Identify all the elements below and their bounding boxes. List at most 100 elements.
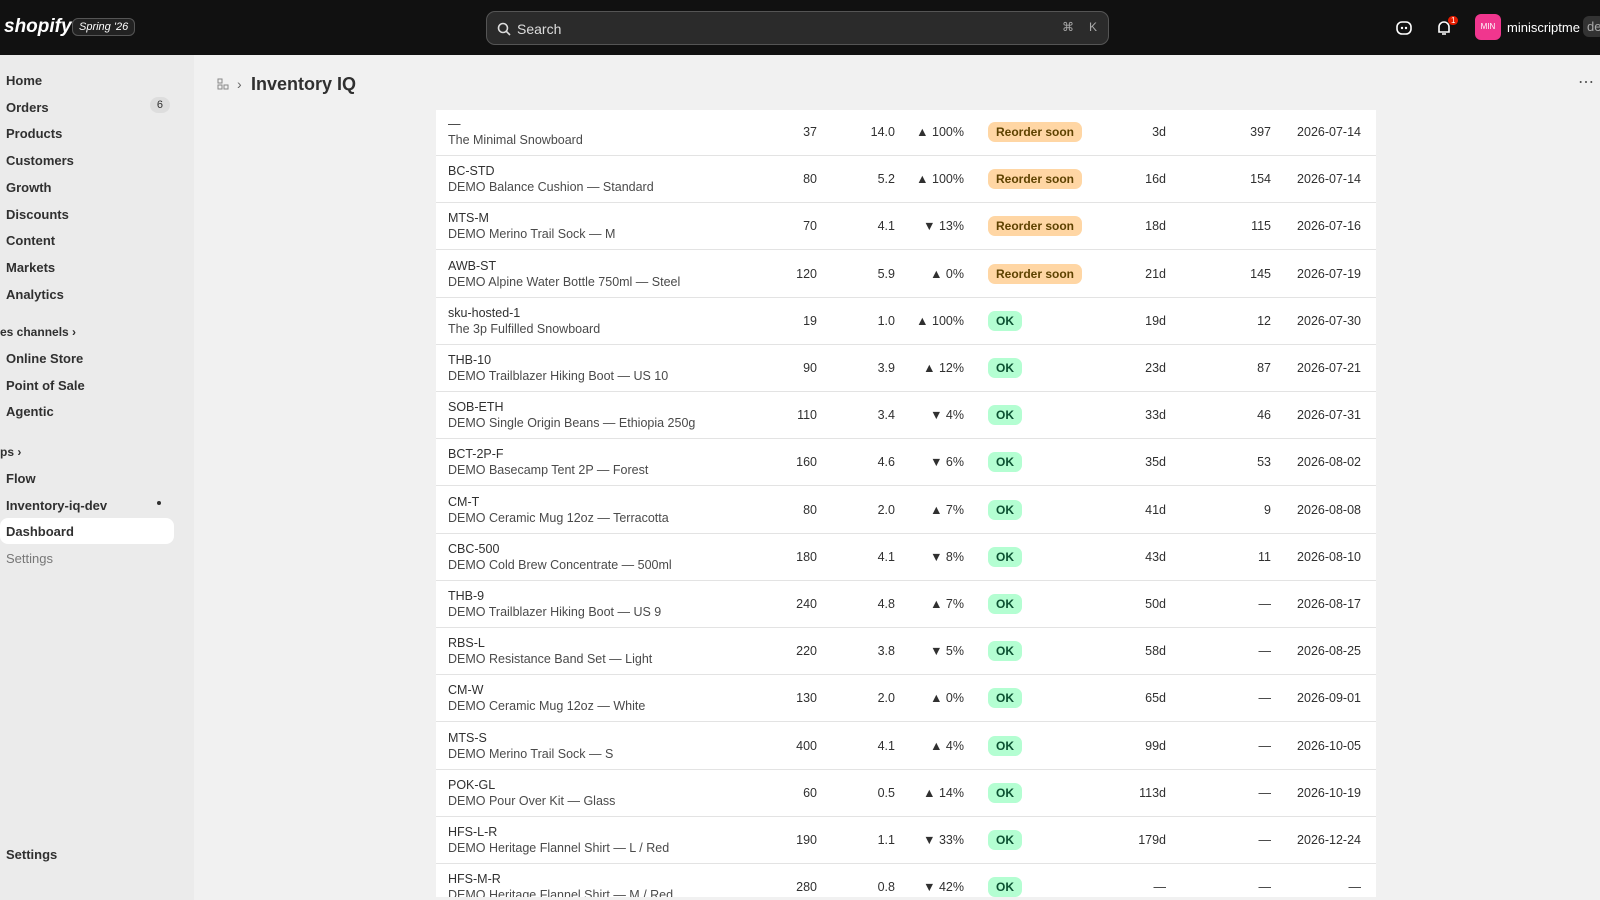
nav-label: Discounts [6,206,69,222]
days-cover: 35d [1145,455,1166,470]
table-row[interactable]: SOB-ETH DEMO Single Origin Beans — Ethiop… [436,392,1376,440]
nav-item[interactable]: Discounts [0,201,174,227]
days-cover: 18d [1145,219,1166,234]
brand[interactable]: shopify [4,16,72,37]
reorder-date: 2026-08-17 [1297,597,1361,611]
sku: MTS-M [448,211,489,226]
velocity: 5.2 [877,172,895,187]
sidekick-icon[interactable] [1395,19,1413,37]
section-title[interactable]: ps › [0,445,22,460]
velocity: 0.8 [877,880,895,895]
table-row[interactable]: sku-hosted-1 The 3p Fulfilled Snowboard 19… [436,298,1376,345]
store-chip[interactable]: de [1583,16,1600,37]
table-row[interactable]: HFS-L-R DEMO Heritage Flannel Shirt — L /… [436,817,1376,864]
nav-item[interactable]: Home [0,67,174,93]
app-icon [217,78,229,90]
search-icon [497,22,511,36]
table-row[interactable]: HFS-M-R DEMO Heritage Flannel Shirt — M /… [436,864,1376,897]
status-badge: Reorder soon [988,122,1083,142]
velocity: 4.1 [877,219,895,234]
velocity: 1.1 [877,833,895,847]
table-row[interactable]: THB-10 DEMO Trailblazer Hiking Boot — US … [436,345,1376,392]
velocity: 3.8 [877,644,895,659]
days-cover: 65d [1145,691,1166,706]
velocity: 4.6 [877,455,895,470]
nav-item[interactable]: Analytics [0,281,174,307]
nav-item[interactable]: Content [0,227,174,253]
nav-item[interactable]: Point of Sale [0,372,174,398]
status-badge: OK [988,830,1022,850]
on-hand: 160 [796,455,817,470]
table-row[interactable]: CM-W DEMO Ceramic Mug 12oz — White 130 2.0 ▲… [436,675,1376,723]
trend: ▼ 8% [930,549,964,564]
section-title[interactable]: es channels › [0,325,77,340]
nav-item[interactable]: Settings [0,545,174,571]
product-name: DEMO Trailblazer Hiking Boot — US 9 [448,605,662,619]
nav-label: Markets [6,259,56,275]
shortcut-key: K [1089,20,1098,34]
days-cover: 21d [1145,266,1166,281]
reorder-date: 2026-07-21 [1297,361,1361,375]
table-row[interactable]: POK-GL DEMO Pour Over Kit — Glass 60 0.5 ▲ 1… [436,770,1376,817]
table-row[interactable]: CBC-500 DEMO Cold Brew Concentrate — 500m… [436,534,1376,581]
nav-item[interactable]: Flow [0,465,174,491]
nav-label: Dashboard [6,524,74,540]
nav-item[interactable]: Settings [6,847,58,862]
nav-item[interactable]: Customers [0,147,174,173]
table-row[interactable]: MTS-S DEMO Merino Trail Sock — S 400 4.1 ▲ 4… [436,723,1376,770]
more-menu[interactable]: ⋯ [1578,74,1594,91]
reorder-qty: — [1258,597,1272,611]
table-row[interactable]: BC-STD DEMO Balance Cushion — Standard 80 5… [436,156,1376,204]
reorder-date: 2026-08-10 [1297,549,1361,564]
trend: ▲ 0% [930,691,964,706]
product-name: DEMO Merino Trail Sock — S [448,746,614,761]
sidebar: Home Orders 6 Products Customers Growth Discou… [0,55,194,900]
on-hand: 80 [803,502,817,517]
search-bar[interactable]: Search ⌘ K [486,11,1109,45]
product-name: DEMO Heritage Flannel Shirt — M / Red [448,888,674,897]
table-row[interactable]: — The Minimal Snowboard 37 14.0 ▲ 100% 3d 397 2… [436,110,1376,156]
nav-item[interactable]: Products [0,120,174,146]
reorder-date: 2026-08-02 [1297,455,1361,470]
on-hand: 19 [803,313,817,328]
days-cover: 43d [1145,549,1166,564]
nav-item[interactable]: Online Store [0,345,174,371]
trend: ▼ 33% [923,833,964,847]
table-row[interactable]: RBS-L DEMO Resistance Band Set — Light 220… [436,628,1376,676]
table-row[interactable]: THB-9 DEMO Trailblazer Hiking Boot — US 9… [436,581,1376,628]
nav-item[interactable]: Growth [0,174,174,200]
nav-item[interactable]: Markets [0,254,174,280]
sku: CBC-500 [448,541,500,556]
table-row[interactable]: AWB-ST DEMO Alpine Water Bottle 750ml — S… [436,251,1376,298]
nav-item[interactable]: Inventory-iq-dev [0,492,174,518]
on-hand: 37 [803,125,817,139]
nav-item[interactable]: Dashboard [0,518,174,545]
days-cover: 16d [1145,172,1166,187]
reorder-qty: 154 [1250,172,1271,187]
reorder-qty: — [1258,833,1272,847]
nav-label: Analytics [6,286,64,302]
dot [157,501,161,505]
sku: sku-hosted-1 [448,305,521,320]
on-hand: 400 [796,738,817,753]
status-badge: OK [988,405,1022,426]
table-row[interactable]: CM-T DEMO Ceramic Mug 12oz — Terracotta 80… [436,487,1376,534]
table-row[interactable]: MTS-M DEMO Merino Trail Sock — M 70 4.1 ▼ 13… [436,203,1376,251]
status-badge: Reorder soon [988,169,1083,190]
reorder-date: 2026-10-05 [1297,738,1361,753]
days-cover: 3d [1152,125,1166,139]
on-hand: 70 [803,219,817,234]
user-name[interactable]: miniscriptme [1507,20,1580,35]
nav-item[interactable]: Agentic [0,398,174,424]
table-row[interactable]: BCT-2P-F DEMO Basecamp Tent 2P — Forest 16… [436,439,1376,487]
velocity: 5.9 [877,266,895,281]
nav-item[interactable]: Orders 6 [0,94,174,120]
reorder-date: 2026-07-30 [1297,313,1361,328]
status-badge: OK [988,688,1022,709]
bell-icon[interactable] [1435,19,1453,37]
sku: SOB-ETH [448,400,504,415]
on-hand: 240 [796,597,817,611]
days-cover: 179d [1138,833,1166,847]
nav-badge: 6 [149,96,170,113]
avatar[interactable]: MIN [1475,14,1501,40]
